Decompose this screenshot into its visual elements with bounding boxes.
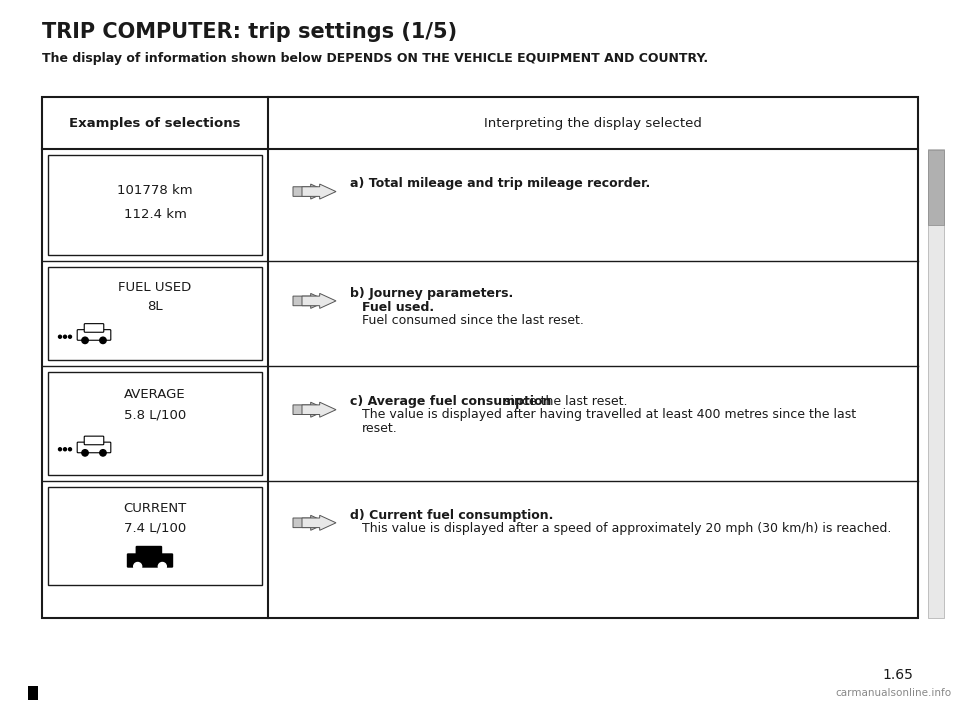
Bar	[48, 487, 262, 585]
Text: The value is displayed after having travelled at least 400 metres since the last: The value is displayed after having trav…	[362, 408, 856, 421]
Text: This value is displayed after a speed of approximately 20 mph (30 km/h) is reach: This value is displayed after a speed of…	[362, 522, 892, 535]
Circle shape	[100, 449, 107, 456]
FancyBboxPatch shape	[135, 546, 162, 557]
Text: Fuel consumed since the last reset.: Fuel consumed since the last reset.	[362, 315, 584, 327]
FancyBboxPatch shape	[127, 553, 173, 568]
Text: 101778 km: 101778 km	[117, 183, 193, 197]
FancyBboxPatch shape	[77, 442, 110, 453]
Circle shape	[158, 562, 166, 571]
Circle shape	[68, 448, 71, 451]
Circle shape	[59, 335, 61, 338]
Circle shape	[63, 335, 66, 338]
Text: a) Total mileage and trip mileage recorder.: a) Total mileage and trip mileage record…	[350, 177, 650, 190]
Text: FUEL USED: FUEL USED	[118, 281, 192, 294]
Text: b) Journey parameters.: b) Journey parameters.	[350, 288, 514, 300]
Circle shape	[100, 337, 107, 344]
Bar	[48, 155, 262, 255]
Text: 112.4 km: 112.4 km	[124, 209, 186, 222]
Text: since the last reset.: since the last reset.	[500, 395, 627, 408]
Text: Interpreting the display selected: Interpreting the display selected	[484, 116, 702, 129]
Polygon shape	[302, 515, 336, 530]
Circle shape	[59, 448, 61, 451]
Text: CURRENT: CURRENT	[124, 502, 186, 515]
Polygon shape	[293, 293, 327, 308]
Text: TRIP COMPUTER: trip settings (1/5): TRIP COMPUTER: trip settings (1/5)	[42, 22, 457, 42]
Text: AVERAGE: AVERAGE	[124, 388, 186, 401]
Bar	[28, 686, 38, 700]
Text: c) Average fuel consumption: c) Average fuel consumption	[350, 395, 551, 408]
FancyBboxPatch shape	[84, 436, 104, 444]
Polygon shape	[293, 402, 327, 417]
Bar	[48, 372, 262, 475]
Text: Fuel used.: Fuel used.	[362, 301, 434, 314]
Polygon shape	[293, 184, 327, 199]
Bar	[928, 150, 944, 225]
Text: 8L: 8L	[147, 300, 163, 312]
Text: 5.8 L/100: 5.8 L/100	[124, 409, 186, 422]
Circle shape	[63, 448, 66, 451]
Circle shape	[82, 449, 88, 456]
Text: The display of information shown below DEPENDS ON THE VEHICLE EQUIPMENT AND COUN: The display of information shown below D…	[42, 52, 708, 65]
Bar	[928, 149, 944, 618]
Circle shape	[133, 562, 142, 571]
Polygon shape	[293, 515, 327, 530]
Circle shape	[68, 335, 71, 338]
Text: reset.: reset.	[362, 422, 397, 435]
Polygon shape	[302, 184, 336, 199]
Text: Examples of selections: Examples of selections	[69, 116, 241, 129]
Text: carmanualsonline.info: carmanualsonline.info	[836, 688, 952, 698]
Text: d) Current fuel consumption.: d) Current fuel consumption.	[350, 508, 553, 522]
Polygon shape	[302, 402, 336, 417]
Circle shape	[82, 337, 88, 344]
Text: 1.65: 1.65	[882, 668, 913, 682]
FancyBboxPatch shape	[77, 329, 110, 340]
Bar	[48, 267, 262, 360]
Text: 7.4 L/100: 7.4 L/100	[124, 522, 186, 535]
Bar	[42, 97, 918, 618]
FancyBboxPatch shape	[84, 324, 104, 332]
Polygon shape	[302, 293, 336, 308]
